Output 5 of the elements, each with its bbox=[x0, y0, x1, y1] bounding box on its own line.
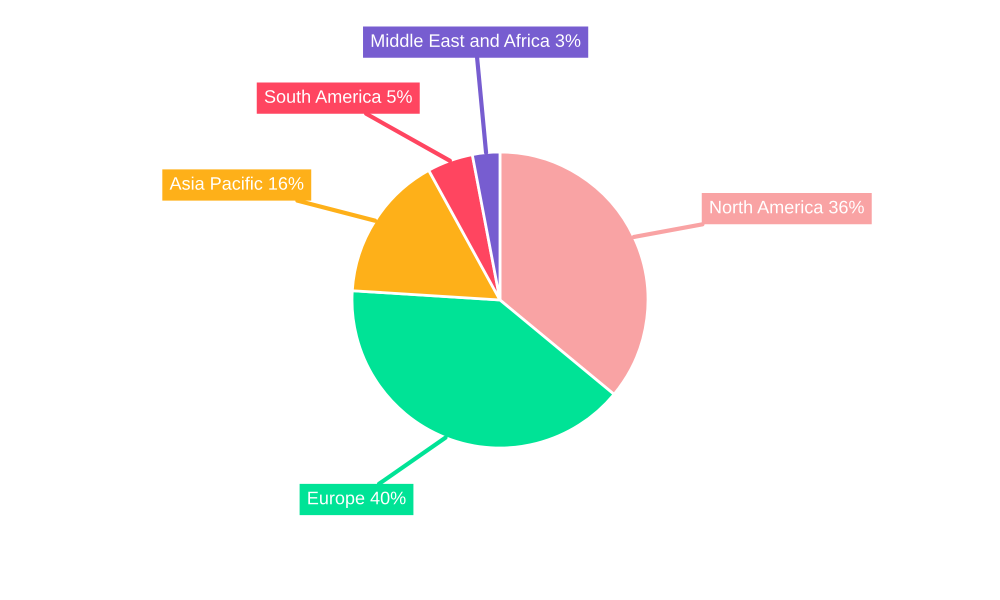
slice-label: Middle East and Africa 3% bbox=[372, 34, 580, 47]
slice-label: Europe 40% bbox=[308, 492, 406, 508]
slice-label: North America 36% bbox=[710, 200, 864, 214]
slice-label: South America 5% bbox=[264, 90, 412, 103]
slice-label: Asia Pacific 16% bbox=[170, 176, 304, 190]
